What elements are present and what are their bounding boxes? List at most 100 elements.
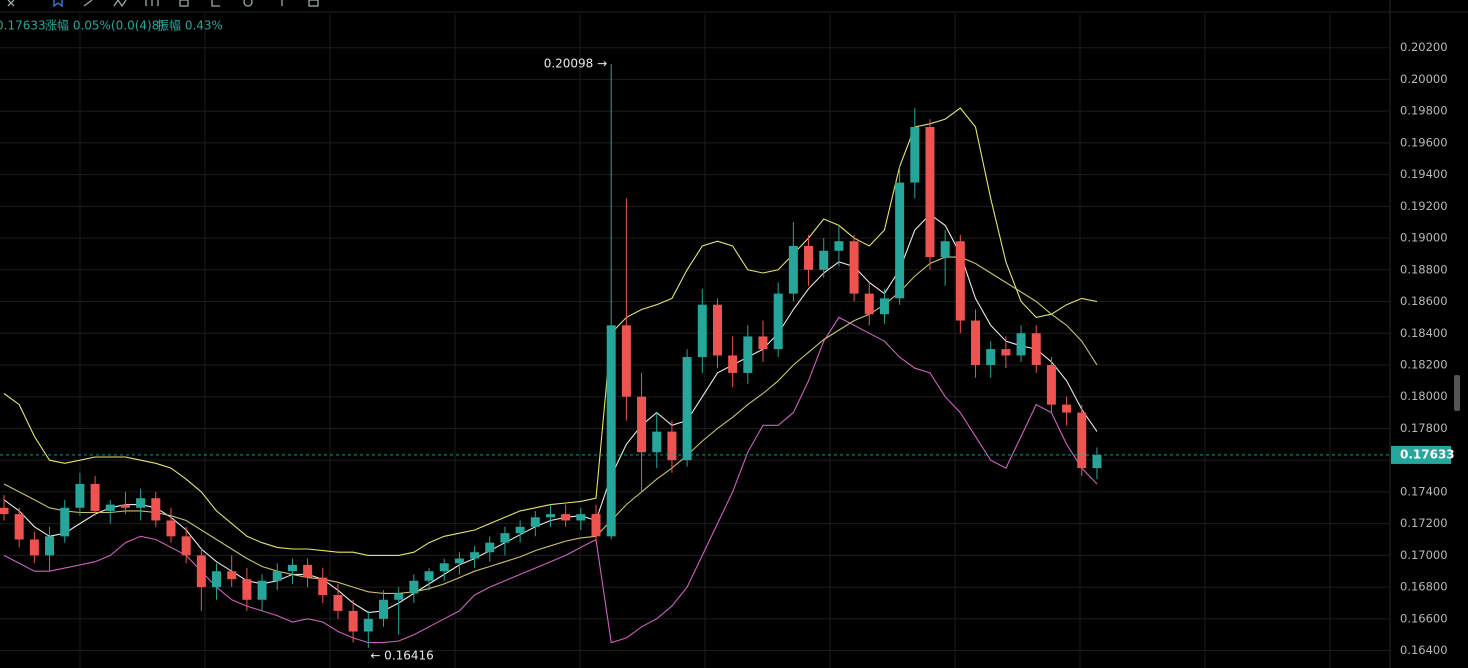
- candle-body: [621, 325, 631, 397]
- candle-body: [910, 127, 920, 183]
- candle-body: [151, 498, 161, 521]
- candle-body: [439, 563, 449, 572]
- y-tick-label: 0.19800: [1400, 104, 1448, 118]
- candle-body: [424, 571, 434, 581]
- header-amplitude: 振幅 0.43%: [157, 18, 223, 33]
- y-tick-label: 0.16800: [1400, 580, 1448, 594]
- y-tick-label: 0.20200: [1400, 40, 1448, 54]
- candle-body: [242, 579, 252, 600]
- candle-body: [363, 618, 373, 632]
- candle-body: [1001, 349, 1011, 356]
- header-change: 涨幅 0.05%(0.0(4)8): [45, 18, 164, 33]
- extreme-label: ← 0.16416: [370, 649, 434, 663]
- candle-body: [287, 564, 297, 572]
- candle-body: [500, 533, 510, 543]
- candle-body: [318, 577, 328, 596]
- candle-body: [394, 593, 404, 600]
- candle-body: [272, 571, 282, 581]
- y-tick-label: 0.16400: [1400, 643, 1448, 657]
- candle-body: [1016, 333, 1026, 356]
- candle-body: [166, 520, 176, 537]
- candle-body: [606, 325, 616, 537]
- candle-body: [637, 396, 647, 453]
- candle-body: [879, 298, 889, 315]
- header-price: 0.17633: [0, 19, 46, 33]
- candle-body: [576, 514, 586, 521]
- candle-body: [849, 241, 859, 294]
- candle-body: [333, 595, 343, 611]
- candle-body: [1062, 404, 1072, 413]
- candle-body: [743, 336, 753, 373]
- candle-body: [819, 250, 829, 270]
- y-tick-label: 0.17800: [1400, 421, 1448, 435]
- candle-body: [181, 536, 191, 556]
- candle-body: [0, 507, 9, 515]
- candle-body: [29, 539, 39, 556]
- y-tick-label: 0.19000: [1400, 231, 1448, 245]
- candle-body: [864, 293, 874, 315]
- y-tick-label: 0.18800: [1400, 262, 1448, 276]
- extreme-label: 0.20098 →: [544, 56, 608, 70]
- toolbar-icons[interactable]: [7, 0, 319, 8]
- candle-body: [348, 610, 358, 632]
- candle-body: [697, 304, 707, 358]
- candle-body: [136, 498, 146, 508]
- candle-body: [257, 580, 267, 600]
- candle-body: [682, 357, 692, 461]
- candle-body: [591, 514, 601, 537]
- candle-body: [545, 514, 555, 518]
- candle-body: [925, 127, 935, 258]
- candle-body: [561, 514, 571, 521]
- candle-body: [227, 571, 237, 580]
- candle-body: [75, 483, 85, 508]
- candle-body: [1077, 412, 1087, 469]
- candle-body: [90, 483, 100, 511]
- y-tick-label: 0.19400: [1400, 167, 1448, 181]
- candle-body: [1046, 364, 1056, 405]
- candle-body: [834, 241, 844, 251]
- candle-body: [409, 580, 419, 594]
- y-tick-label: 0.17400: [1400, 484, 1448, 498]
- indicator-line: [3, 256, 1098, 594]
- candle-body: [788, 246, 798, 294]
- candle-body: [303, 564, 313, 578]
- candle-body: [470, 552, 480, 559]
- candle-body: [895, 182, 905, 299]
- candle-body: [45, 536, 55, 556]
- candle-body: [105, 504, 115, 511]
- candle-body: [212, 571, 222, 588]
- candle-body: [515, 526, 525, 534]
- y-tick-label: 0.18600: [1400, 294, 1448, 308]
- candle-body: [454, 558, 464, 564]
- y-tick-label: 0.17000: [1400, 548, 1448, 562]
- y-tick-label: 0.17200: [1400, 516, 1448, 530]
- candle-body: [728, 355, 738, 373]
- candle-body: [758, 336, 768, 350]
- candle-body: [196, 555, 206, 588]
- candle-body: [940, 241, 950, 258]
- candle-body: [1031, 333, 1041, 365]
- y-tick-label: 0.16600: [1400, 611, 1448, 625]
- y-tick-label: 0.19200: [1400, 199, 1448, 213]
- y-tick-label: 0.19600: [1400, 135, 1448, 149]
- last-price-tag: [1391, 445, 1451, 464]
- y-tick-label: 0.20000: [1400, 72, 1448, 86]
- y-tick-label: 0.18200: [1400, 357, 1448, 371]
- candle-body: [379, 599, 388, 619]
- y-tick-label: 0.18400: [1400, 326, 1448, 340]
- last-price-label: 0.17633: [1400, 447, 1455, 461]
- candle-body: [485, 542, 495, 553]
- candle-body: [986, 349, 996, 365]
- header: 0.17633 涨幅 0.05%(0.0(4)8) 振幅 0.43%: [0, 18, 223, 33]
- candle-body: [971, 320, 981, 365]
- candle-body: [955, 241, 965, 321]
- candle-body: [773, 293, 783, 350]
- candle-body: [804, 246, 814, 270]
- y-tick-label: 0.18000: [1400, 389, 1448, 403]
- candle-body: [14, 514, 24, 540]
- scrollbar[interactable]: [1454, 375, 1460, 411]
- candle-body: [60, 507, 70, 537]
